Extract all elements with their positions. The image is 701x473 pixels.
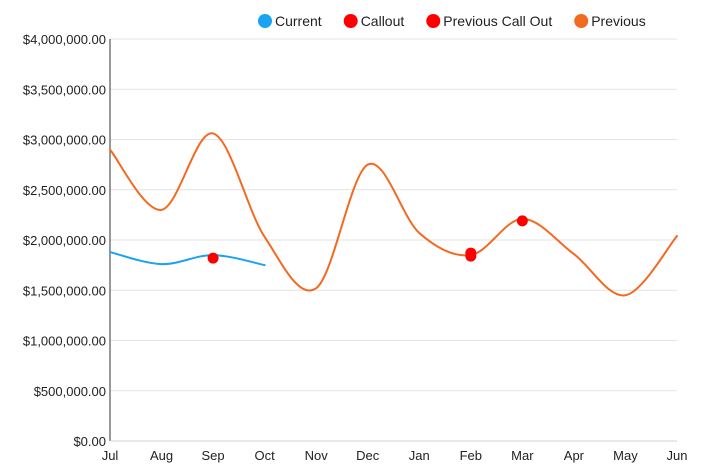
legend-item-current[interactable]: Current xyxy=(258,13,322,29)
y-tick-label: $2,500,000.00 xyxy=(23,183,106,198)
series-lines xyxy=(109,132,678,297)
y-tick-label: $2,000,000.00 xyxy=(23,233,106,248)
x-tick-label: Dec xyxy=(356,448,380,463)
legend-item-previous[interactable]: Previous xyxy=(574,13,646,29)
y-tick-label: $0.00 xyxy=(73,434,106,449)
y-tick-label: $1,500,000.00 xyxy=(23,283,106,298)
legend-swatch xyxy=(258,14,272,28)
y-tick-label: $4,000,000.00 xyxy=(23,32,106,47)
x-tick-label: Mar xyxy=(511,448,534,463)
y-tick-label: $1,000,000.00 xyxy=(23,334,106,349)
legend: Current Callout Previous Call Out Previous xyxy=(258,13,646,29)
x-tick-label: Feb xyxy=(460,448,482,463)
x-tick-label: Jul xyxy=(102,448,119,463)
x-tick-label: Jan xyxy=(409,448,430,463)
x-tick-label: Oct xyxy=(255,448,276,463)
legend-label: Previous xyxy=(591,13,645,29)
data-point-previous-call-out[interactable] xyxy=(516,215,528,227)
legend-item-callout[interactable]: Callout xyxy=(343,13,405,29)
legend-swatch xyxy=(426,14,441,28)
legend-label: Previous Call Out xyxy=(443,13,552,29)
series-line-current xyxy=(109,251,266,267)
data-point-callout[interactable] xyxy=(207,252,219,264)
gridlines xyxy=(110,38,677,392)
series-markers xyxy=(207,215,528,264)
legend-label: Callout xyxy=(361,13,405,29)
legend-swatch xyxy=(343,14,358,28)
axes: $0.00 $500,000.00 $1,000,000.00 $1,500,000.… xyxy=(23,32,688,463)
x-tick-label: Jun xyxy=(667,448,688,463)
series-line-previous xyxy=(109,132,678,297)
x-tick-label: May xyxy=(613,448,638,463)
x-tick-label: Aug xyxy=(150,448,173,463)
y-tick-label: $3,500,000.00 xyxy=(23,82,106,97)
legend-item-previous-call-out[interactable]: Previous Call Out xyxy=(426,13,552,29)
data-point-previous-call-out[interactable] xyxy=(465,247,477,259)
y-tick-label: $3,000,000.00 xyxy=(23,133,106,148)
y-tick-label: $500,000.00 xyxy=(34,384,106,399)
legend-label: Current xyxy=(275,13,322,29)
x-tick-label: Nov xyxy=(305,448,329,463)
x-tick-label: Sep xyxy=(202,448,225,463)
x-tick-label: Apr xyxy=(564,448,585,463)
legend-swatch xyxy=(574,14,589,28)
